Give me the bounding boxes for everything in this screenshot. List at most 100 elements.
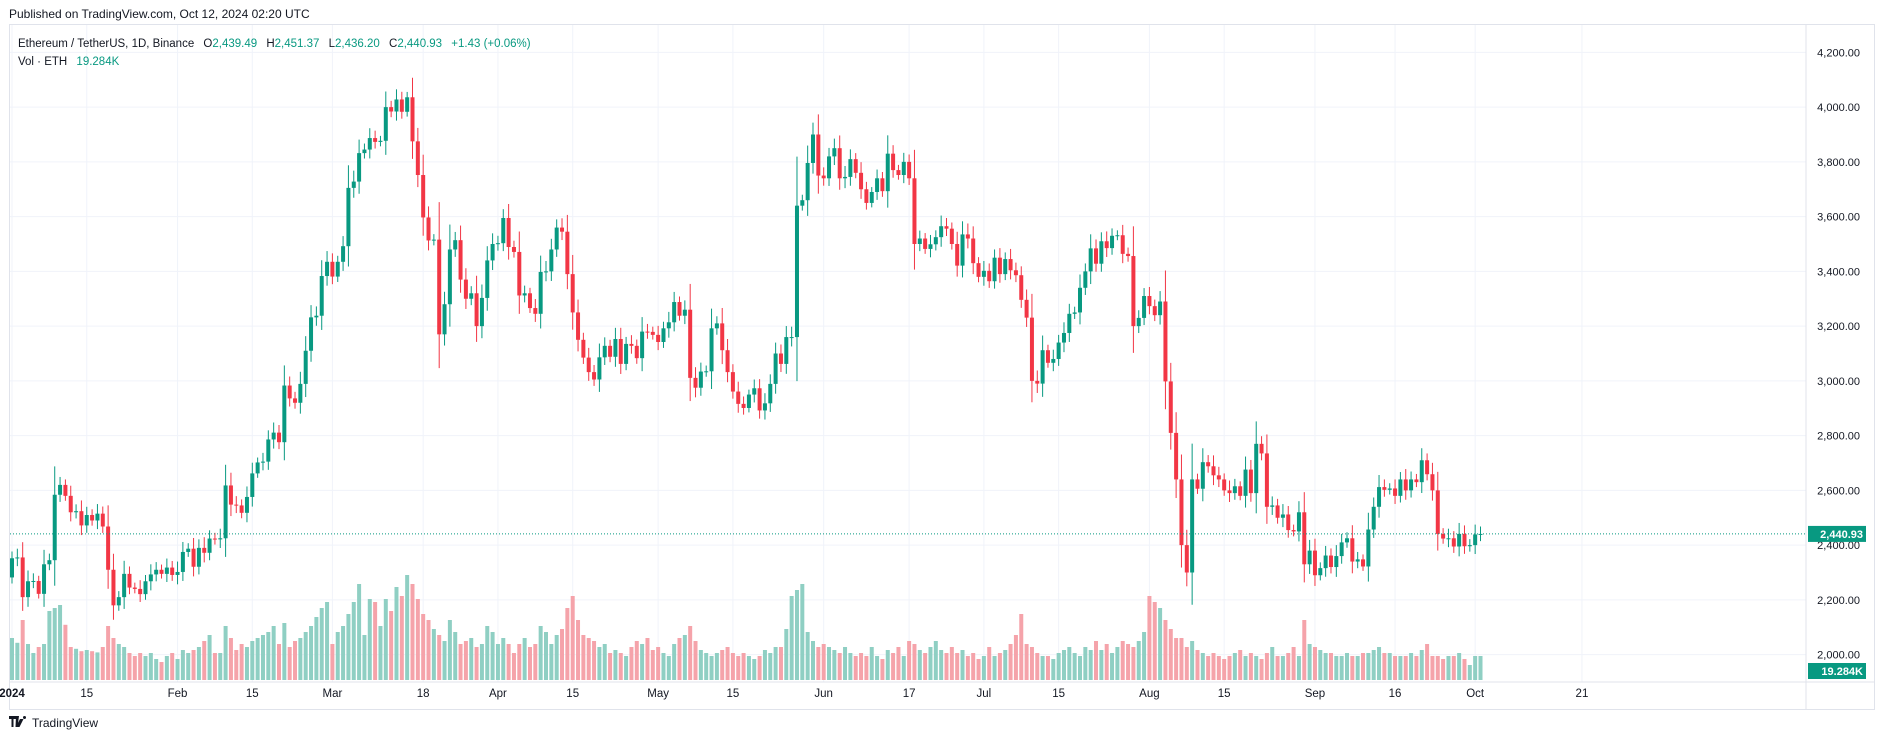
- volume-bar: [693, 641, 698, 680]
- candle-body: [1024, 299, 1029, 318]
- candle-body: [175, 571, 180, 575]
- candle-body: [1206, 462, 1211, 467]
- candle-body: [341, 246, 346, 262]
- candle-body: [1419, 460, 1424, 483]
- volume-bar: [949, 647, 954, 680]
- volume-bar: [602, 644, 607, 680]
- candle-body: [794, 205, 799, 338]
- candle-body: [1409, 479, 1414, 491]
- candle-body: [704, 371, 709, 373]
- candle-body: [757, 388, 762, 411]
- candle-body: [122, 573, 127, 598]
- volume-bar: [789, 596, 794, 680]
- time-tick-label: 17: [903, 688, 916, 700]
- volume-bar: [704, 653, 709, 680]
- candle-body: [565, 231, 570, 275]
- candle-body: [20, 557, 25, 598]
- volume-bar: [816, 647, 821, 680]
- volume-bar: [1441, 659, 1446, 680]
- candle-body: [1061, 332, 1066, 343]
- volume-bar: [1414, 656, 1419, 680]
- volume-bar: [1243, 656, 1248, 680]
- volume-bar: [618, 653, 623, 680]
- volume-bar: [485, 626, 490, 680]
- candle-body: [1152, 306, 1157, 316]
- volume-bar: [164, 656, 169, 680]
- time-tick-label: Sep: [1305, 688, 1325, 700]
- legend-low-value: 2,436.20: [335, 38, 380, 50]
- volume-bar: [453, 632, 458, 680]
- candle-body: [373, 138, 378, 142]
- candle-body: [250, 473, 255, 497]
- volume-bar: [1115, 647, 1120, 680]
- volume-bar: [592, 641, 597, 680]
- volume-bar: [1345, 653, 1349, 680]
- candle-body: [437, 239, 442, 335]
- candle-body: [933, 237, 938, 245]
- candle-body: [650, 331, 655, 335]
- candle-body: [106, 526, 111, 570]
- volume-bar: [597, 647, 602, 680]
- candle-body: [218, 538, 223, 540]
- candle-body: [463, 279, 468, 299]
- volume-bar: [944, 653, 949, 680]
- candle-body: [378, 140, 383, 142]
- candle-body: [1147, 296, 1152, 307]
- candle-body: [1264, 453, 1269, 507]
- candles: [10, 77, 1483, 620]
- candle-body: [1120, 235, 1125, 254]
- candle-body: [170, 567, 175, 575]
- volume-bar: [570, 596, 575, 680]
- volume-bar: [533, 644, 538, 680]
- candle-body: [1259, 443, 1264, 454]
- volume-bar: [138, 653, 143, 680]
- candle-body: [811, 134, 815, 163]
- volume-bar: [1248, 653, 1253, 680]
- candle-body: [314, 315, 319, 318]
- volume-bar: [538, 626, 543, 680]
- volume-bar: [1227, 656, 1232, 680]
- volume-bar: [1462, 659, 1467, 680]
- time-tick-label: Jul: [977, 688, 992, 700]
- volume-bar: [1110, 653, 1115, 680]
- candle-body: [1334, 556, 1339, 568]
- candle-body: [474, 293, 479, 327]
- candle-body: [1387, 488, 1392, 490]
- volume-bar: [378, 626, 383, 680]
- candle-body: [266, 439, 271, 462]
- volume-bar: [859, 653, 864, 680]
- volume-bar: [624, 656, 629, 680]
- volume-bar: [341, 626, 346, 680]
- legend-close-label: C: [389, 38, 398, 50]
- volume-bar: [1131, 647, 1136, 680]
- volume-bar: [1312, 647, 1317, 680]
- candle-body: [31, 580, 36, 582]
- candle-body: [346, 187, 351, 247]
- volume-bar: [1446, 656, 1451, 680]
- volume-bar: [864, 656, 869, 680]
- volume-bar: [923, 653, 928, 680]
- candle-body: [544, 271, 548, 273]
- volume-bar: [1163, 620, 1168, 680]
- time-tick-label: May: [647, 688, 669, 700]
- volume-bar: [544, 632, 548, 680]
- candle-body: [1163, 301, 1168, 382]
- volume-bar: [1254, 656, 1259, 680]
- volume-bar: [1430, 656, 1435, 680]
- volume-bar: [720, 650, 725, 680]
- candle-body: [1211, 466, 1216, 476]
- candle-body: [885, 153, 890, 192]
- volume-bar: [1056, 653, 1061, 680]
- volume-bar: [1120, 641, 1125, 680]
- volume-bar: [47, 611, 52, 680]
- candle-body: [1232, 486, 1237, 494]
- candle-body: [864, 189, 869, 203]
- candle-body: [1126, 253, 1131, 257]
- candle-body: [1227, 490, 1232, 494]
- volume-bar: [1286, 653, 1291, 680]
- candle-body: [394, 99, 399, 112]
- candle-body: [1323, 555, 1328, 569]
- legend-volume-row: Vol · ETH 19.284K: [18, 53, 531, 71]
- footer-branding[interactable]: TradingView: [9, 716, 98, 730]
